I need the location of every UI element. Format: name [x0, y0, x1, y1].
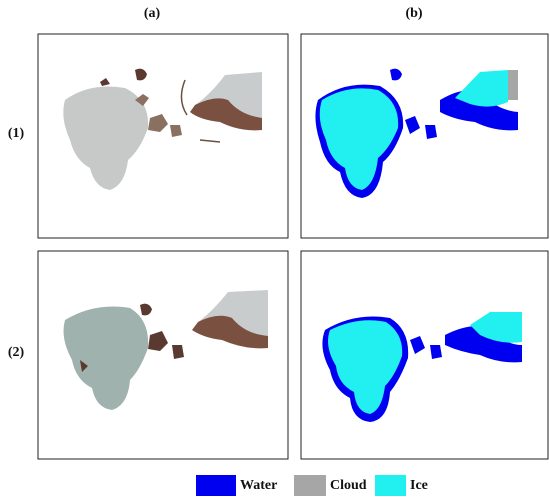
image-panel	[37, 33, 289, 239]
legend-swatch	[294, 475, 326, 496]
legend-label: Ice	[410, 478, 428, 493]
legend-label: Water	[240, 478, 277, 493]
legend-swatch	[196, 475, 236, 496]
row-label: (1)	[8, 126, 25, 141]
legend-label: Cloud	[330, 478, 367, 493]
image-panel	[37, 250, 289, 460]
image-panel	[300, 33, 549, 239]
legend: Water Cloud Ice	[196, 475, 428, 496]
column-label: (a)	[144, 6, 161, 21]
legend-swatch	[375, 475, 406, 496]
image-panel	[300, 250, 549, 460]
row-label: (2)	[8, 345, 25, 360]
column-label: (b)	[405, 6, 422, 21]
